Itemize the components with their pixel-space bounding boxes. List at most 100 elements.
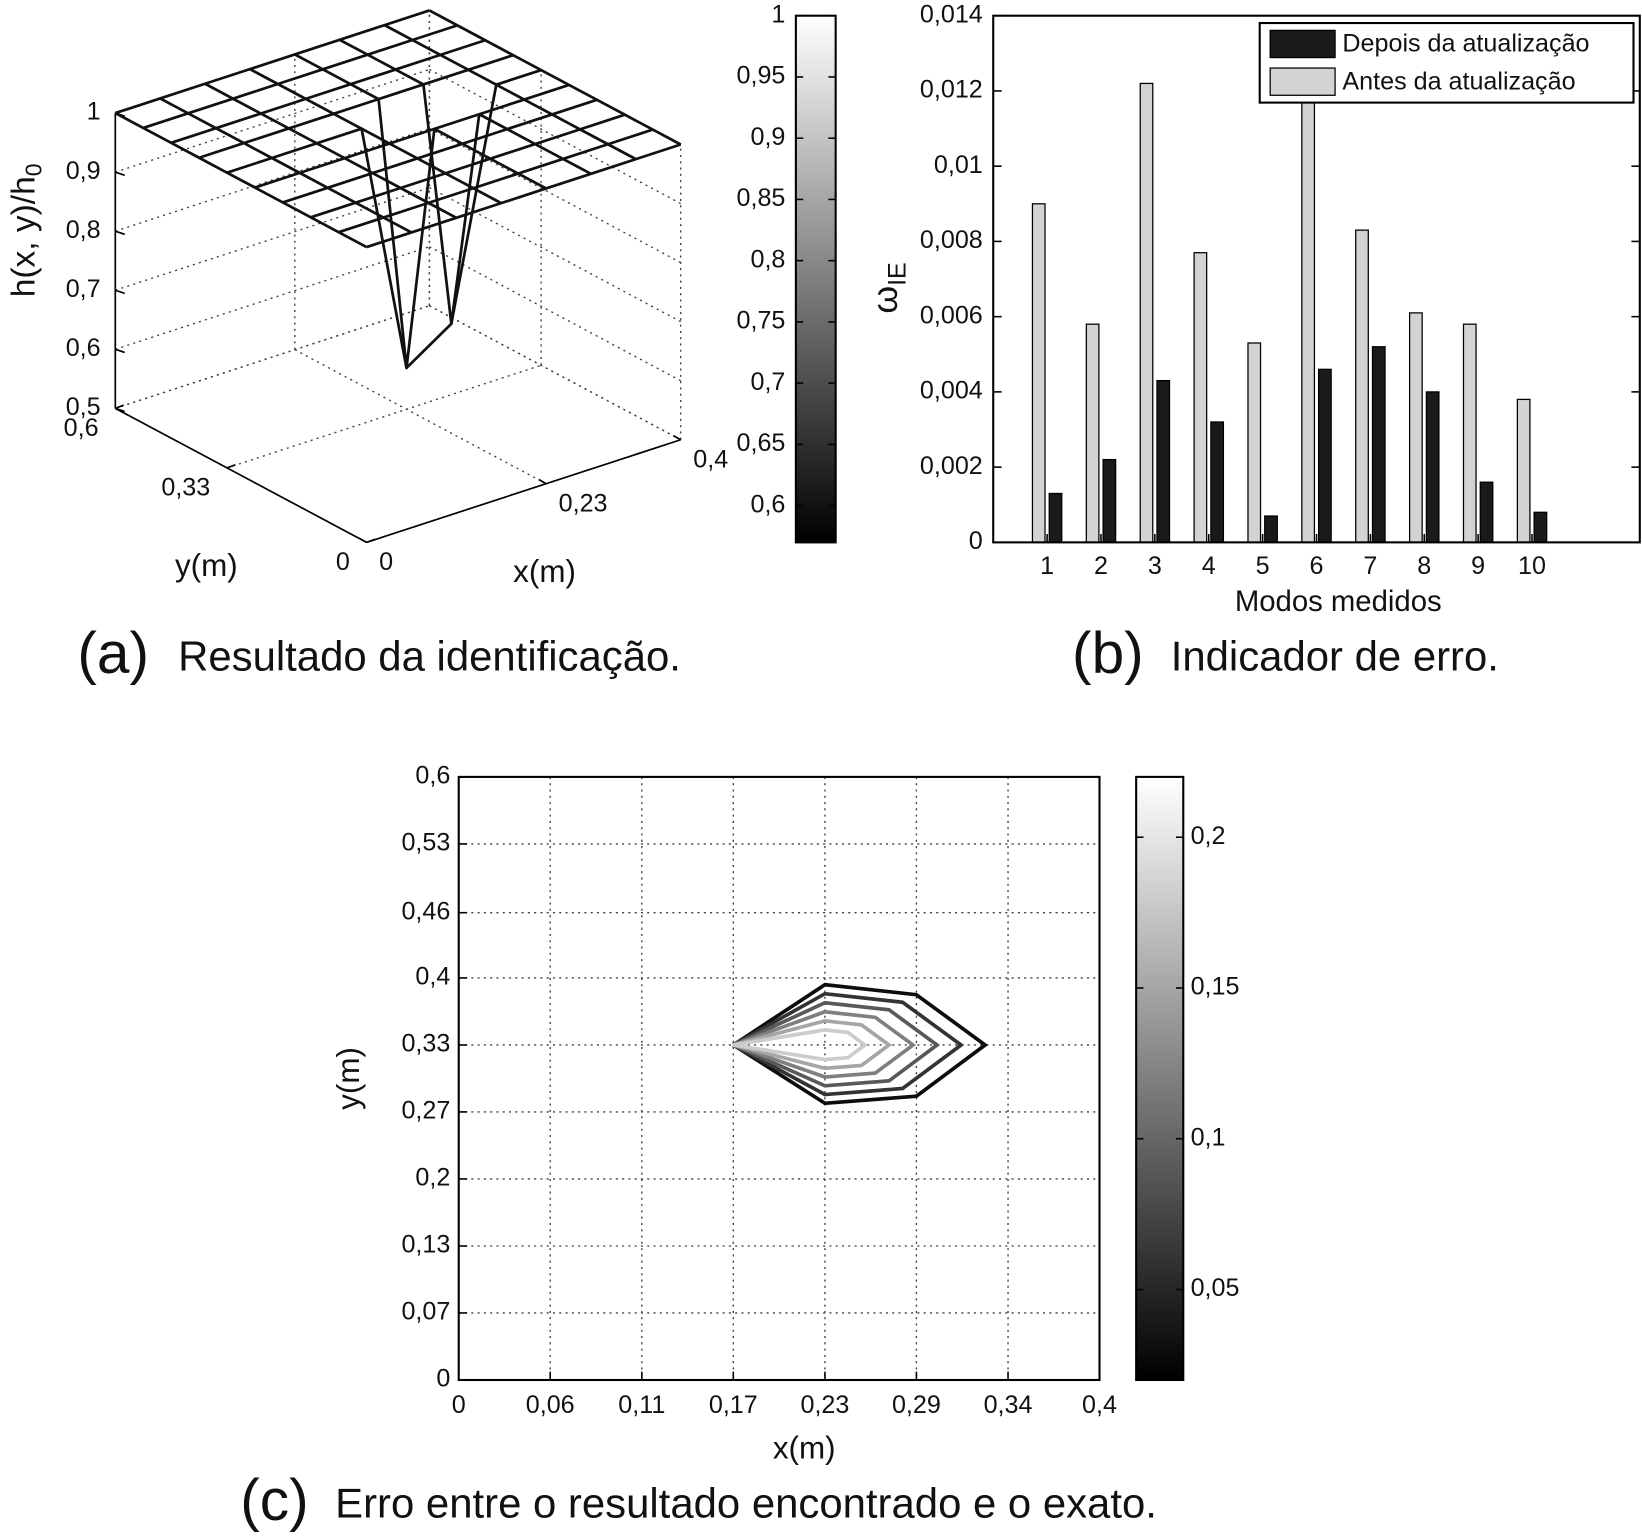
x-axis-label: x(m) [773, 1430, 836, 1465]
surface-row [170, 38, 486, 145]
bar [1371, 346, 1386, 543]
x-tick-label: 10 [1518, 552, 1546, 580]
contour-line [732, 1018, 893, 1071]
y-tick-label: 0 [969, 527, 983, 555]
bar [1533, 511, 1548, 543]
colorbar-tick-label: 0,6 [750, 490, 785, 518]
y-tick-label: 0,002 [920, 452, 983, 480]
y-tick-label: 0,6 [415, 762, 450, 790]
z-tick [115, 230, 125, 236]
z-axis-label-main: h(x, y)/h [5, 176, 42, 297]
grid-line [226, 364, 542, 469]
x-tick [358, 537, 368, 544]
contour-line [732, 991, 965, 1097]
z-axis-label: h(x, y)/h0 [5, 163, 47, 297]
x-tick-label: 0,29 [892, 1391, 941, 1419]
y-tick-label: 0,13 [401, 1231, 450, 1259]
surface-column [159, 97, 413, 234]
x-axis-label: Modos medidos [1235, 585, 1442, 618]
z-tick-label: 0,9 [66, 157, 101, 185]
z-tick-label: 0,6 [66, 334, 101, 362]
bar [1210, 421, 1225, 543]
surface-column [204, 82, 457, 219]
z-tick [115, 289, 125, 295]
x-tick-label: 3 [1148, 552, 1162, 580]
y-axis-label: ωIE [865, 262, 911, 314]
colorbar-tick-label: 0,85 [737, 184, 786, 212]
x-tick-label: 6 [1310, 552, 1324, 580]
surface-row [226, 68, 542, 370]
bar [1425, 391, 1440, 543]
x-tick-label: 0,17 [709, 1391, 758, 1419]
y-tick-label: 0 [436, 1365, 450, 1393]
surface-column [249, 67, 502, 205]
x-tick-label: 8 [1417, 552, 1431, 580]
bar [1193, 252, 1208, 543]
x-axis-label: x(m) [513, 554, 576, 589]
plot-frame [992, 14, 1641, 544]
bar [1516, 398, 1531, 543]
y-tick-label: 0,33 [401, 1030, 450, 1058]
surface-column [114, 111, 368, 249]
y-axis-label-main: ω [865, 286, 905, 314]
y-tick-label: 0,012 [920, 76, 983, 104]
y-tick [366, 538, 376, 544]
contour-line [733, 1028, 869, 1062]
z-tick [115, 407, 125, 413]
colorbar-tick-label: 0,2 [1191, 822, 1226, 850]
y-tick [226, 463, 236, 469]
bar [1264, 515, 1278, 543]
surface-row [114, 9, 430, 115]
z-tick-label: 0,7 [66, 275, 101, 303]
colorbar-tick-label: 0,95 [737, 62, 786, 90]
contour-line [732, 1009, 917, 1079]
y-tick-label: 0,004 [920, 377, 983, 405]
bar [1462, 323, 1477, 543]
z-tick [115, 171, 125, 177]
colorbar-tick-label: 0,05 [1191, 1274, 1240, 1302]
z-tick-label: 0,8 [66, 216, 101, 244]
y-tick-label: 0 [336, 548, 350, 576]
x-tick-label: 2 [1094, 552, 1108, 580]
z-tick-label: 0,5 [66, 393, 101, 421]
y-tick-label: 0,01 [934, 151, 983, 179]
surface-column [428, 9, 682, 146]
bar [1301, 71, 1316, 543]
x-tick-label: 0,11 [618, 1391, 665, 1419]
bar [1317, 368, 1332, 543]
plot-frame [457, 775, 1101, 1382]
x-tick-label: 0,23 [800, 1391, 849, 1419]
x-tick-label: 5 [1256, 552, 1270, 580]
grid-line [115, 305, 430, 409]
x-tick-label: 9 [1471, 552, 1485, 580]
y-tick-label: 0,2 [415, 1164, 450, 1192]
x-tick-label: 0,4 [693, 445, 728, 473]
bar [1479, 481, 1494, 543]
caption: Indicador de erro. [1171, 633, 1499, 680]
x-tick-label: 0 [452, 1391, 466, 1419]
colorbar [794, 14, 837, 544]
colorbar-tick-label: 1 [771, 0, 785, 28]
y-tick-label: 0,27 [401, 1097, 450, 1125]
x-tick-label: 1 [1040, 552, 1054, 580]
y-axis-label: y(m) [331, 1047, 366, 1110]
x-tick-label: 0,34 [984, 1391, 1033, 1419]
colorbar-tick-label: 0,65 [737, 429, 786, 457]
colorbar-tick-label: 0,8 [750, 245, 785, 273]
surface-row [366, 143, 682, 249]
bar [1247, 342, 1262, 543]
surface-column [294, 53, 547, 370]
surface-row [142, 24, 458, 130]
bar [1139, 82, 1154, 543]
colorbar-tick-label: 0,1 [1191, 1123, 1226, 1151]
bar [1048, 492, 1063, 543]
x-tick-label: 4 [1202, 552, 1216, 580]
x-tick-label: 0,4 [1082, 1391, 1117, 1419]
legend-label: Depois da atualização [1342, 30, 1589, 58]
z-tick-label: 1 [87, 98, 101, 126]
y-axis-label: y(m) [175, 548, 238, 583]
x-axis [366, 438, 681, 544]
legend-swatch [1269, 29, 1336, 59]
